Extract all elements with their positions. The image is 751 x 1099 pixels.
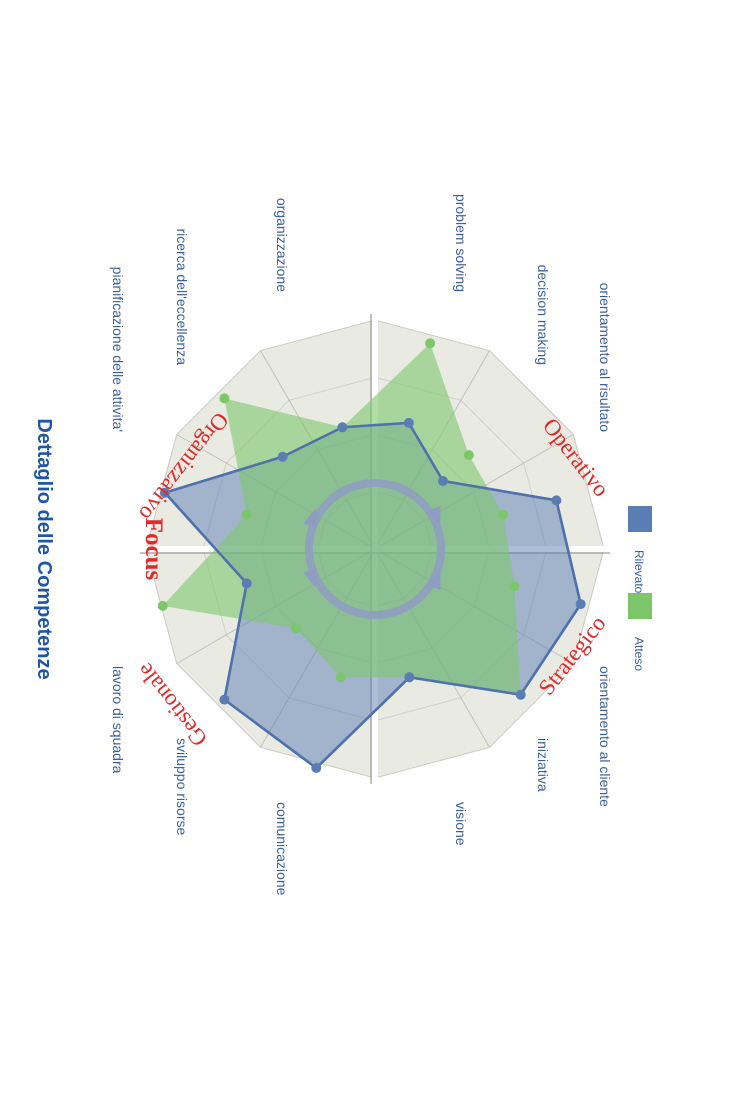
data-point-rilevato	[241, 578, 252, 589]
center-arrow-icon	[427, 570, 441, 590]
data-point-rilevato	[219, 694, 230, 705]
data-point-atteso	[509, 581, 520, 592]
axis-label: problem solving	[453, 194, 469, 292]
data-point-atteso	[335, 672, 346, 683]
data-point-rilevato	[404, 672, 415, 683]
axis-label: organizzazione	[274, 198, 290, 292]
axis-label: orientamento al cliente	[597, 666, 613, 807]
axis-label: lavoro di squadra	[110, 666, 126, 774]
series-polygons	[162, 343, 583, 770]
legend-label: Atteso	[632, 637, 646, 671]
center-arrow-icon	[303, 508, 317, 528]
focus-label: Focus	[140, 518, 167, 581]
data-point-atteso	[463, 450, 474, 461]
legend-label: Rilevato	[632, 550, 646, 594]
data-point-rilevato	[277, 451, 288, 462]
series-points	[157, 338, 586, 773]
legend: Atteso Rilevato	[628, 506, 652, 671]
data-point-rilevato	[575, 599, 586, 610]
center-arrows-icon	[303, 479, 445, 619]
axis-label: sviluppo risorse	[174, 738, 190, 835]
axis-label: comunicazione	[274, 802, 290, 896]
data-point-rilevato	[337, 422, 348, 433]
data-point-atteso	[219, 393, 230, 404]
data-point-atteso	[290, 623, 301, 634]
center-ring	[305, 479, 445, 619]
data-point-atteso	[157, 600, 168, 611]
data-point-rilevato	[515, 689, 526, 700]
data-point-rilevato	[403, 417, 414, 428]
legend-swatch-atteso	[628, 593, 652, 619]
data-point-rilevato	[551, 495, 562, 506]
data-point-rilevato	[159, 487, 170, 498]
center-arrow-icon	[303, 568, 317, 588]
axis-label: ricerca dell'eccellenza	[174, 228, 190, 365]
axis-label: pianificazione delle attivita'	[110, 267, 126, 432]
data-point-atteso	[241, 509, 252, 520]
series-area-atteso	[162, 343, 521, 695]
axis-label: orientamento al risultato	[597, 283, 613, 433]
chart-title: Dettaglio delle Competenze	[33, 418, 55, 679]
data-point-rilevato	[438, 476, 448, 486]
legend-swatch-rilevato	[628, 506, 652, 532]
data-point-atteso	[425, 338, 436, 349]
data-point-atteso	[498, 509, 509, 520]
data-point-rilevato	[311, 763, 322, 773]
axis-label: decision making	[535, 265, 551, 365]
axis-label: visione	[453, 802, 469, 846]
center-arrow-icon	[427, 506, 441, 526]
axis-labels: problem solving decision making orientamen…	[110, 194, 613, 896]
axis-label: iniziativa	[535, 738, 551, 792]
